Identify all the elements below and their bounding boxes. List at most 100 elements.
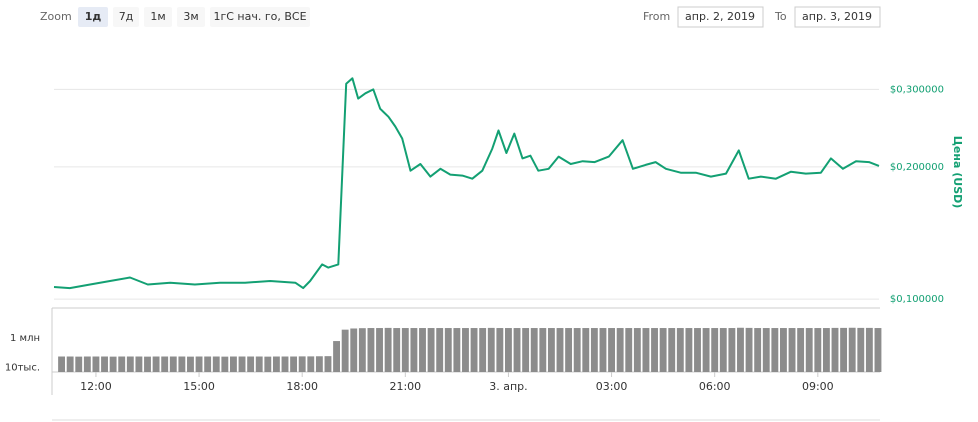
volume-bar <box>797 328 805 372</box>
volume-bar <box>737 327 744 372</box>
volume-bar <box>75 356 83 372</box>
y-tick-label: $0,200000 <box>890 162 944 173</box>
volume-bar <box>762 328 770 372</box>
to-input[interactable]: апр. 3, 2019 <box>802 10 872 23</box>
zoom-button[interactable] <box>210 7 310 27</box>
volume-bar <box>754 328 762 372</box>
volume-bar <box>651 328 658 372</box>
volume-bar <box>874 328 882 372</box>
volume-bar <box>333 341 340 372</box>
volume-bar <box>522 328 530 372</box>
volume-bar <box>118 356 126 372</box>
y-tick-label: 1 млн <box>10 333 40 344</box>
zoom-button-label[interactable]: 1м <box>150 10 165 23</box>
volume-bar <box>599 328 607 372</box>
from-label: From <box>643 10 670 23</box>
y-axis-label: Цена (USD) <box>951 136 964 209</box>
volume-bar <box>745 327 753 372</box>
volume-bar <box>230 356 237 372</box>
volume-bar <box>659 328 667 372</box>
zoom-button[interactable] <box>78 7 108 27</box>
volume-bar <box>814 328 822 372</box>
volume-bar <box>728 328 736 372</box>
x-tick-label: 12:00 <box>80 380 112 393</box>
volume-bar <box>831 327 839 372</box>
volume-bar <box>496 328 504 372</box>
volume-bar <box>272 356 280 372</box>
volume-bar <box>590 328 598 372</box>
volume-bar <box>367 328 375 372</box>
y-tick-label: 10тыс. <box>5 363 40 374</box>
volume-bar <box>848 327 856 372</box>
volume-bar <box>419 328 426 372</box>
volume-bar <box>556 328 564 372</box>
zoom-button[interactable] <box>177 7 205 27</box>
volume-bar <box>358 328 366 372</box>
x-tick-label: 09:00 <box>802 380 834 393</box>
zoom-button[interactable] <box>113 7 139 27</box>
volume-bar <box>92 356 100 372</box>
volume-bar <box>290 356 298 372</box>
volume-bar <box>281 356 289 372</box>
volume-bar <box>427 328 435 372</box>
x-tick-label: 21:00 <box>389 380 421 393</box>
zoom-button-label[interactable]: 1д <box>85 10 102 23</box>
volume-bar <box>144 356 151 372</box>
x-tick-label: 06:00 <box>699 380 731 393</box>
from-input[interactable]: апр. 2, 2019 <box>685 10 755 23</box>
volume-bar <box>694 328 701 372</box>
zoom-button-label[interactable]: 3м <box>183 10 198 23</box>
volume-bar <box>805 328 813 372</box>
volume-bar <box>393 328 401 372</box>
volume-bar <box>582 328 590 372</box>
volume-bar <box>101 356 108 372</box>
volume-bar <box>453 328 461 372</box>
from-input-box[interactable] <box>677 6 764 28</box>
volume-bar <box>341 329 349 372</box>
x-tick-label: 3. апр. <box>489 380 527 393</box>
zoom-button[interactable] <box>144 7 172 27</box>
volume-bar <box>126 356 134 372</box>
volume-bar <box>719 328 727 372</box>
volume-bar <box>530 328 538 372</box>
volume-bar <box>462 328 469 372</box>
volume-bar <box>350 328 358 372</box>
volume-bar <box>410 328 418 372</box>
volume-bar <box>625 328 633 372</box>
to-input-box[interactable] <box>794 6 881 28</box>
zoom-button-label[interactable]: 7д <box>119 10 134 23</box>
volume-bar <box>204 356 212 372</box>
volume-bar <box>479 328 487 372</box>
volume-bar <box>865 327 873 372</box>
volume-bar <box>547 328 555 372</box>
volume-bar <box>178 356 186 372</box>
volume-bar <box>711 328 719 372</box>
volume-bar <box>315 356 323 372</box>
volume-bar <box>840 327 848 372</box>
zoom-label: Zoom <box>40 10 72 23</box>
volume-bar <box>616 328 624 372</box>
x-tick-label: 03:00 <box>596 380 628 393</box>
volume-bar <box>376 328 383 372</box>
volume-bar <box>539 328 547 372</box>
volume-bar <box>642 328 650 372</box>
volume-bar <box>298 356 306 372</box>
volume-bar <box>221 356 229 372</box>
volume-bar <box>436 328 444 372</box>
volume-bar <box>169 356 177 372</box>
volume-bar <box>109 356 117 372</box>
zoom-button-label[interactable]: 1гС нач. го, ВСЕ <box>213 10 306 23</box>
volume-bar <box>470 328 478 372</box>
volume-bar <box>66 356 74 372</box>
volume-bar <box>565 328 573 372</box>
volume-bar <box>161 356 169 372</box>
volume-bar <box>58 356 65 372</box>
volume-bar <box>152 356 160 372</box>
to-label: To <box>774 10 787 23</box>
volume-bar <box>83 356 91 372</box>
volume-bar <box>685 328 693 372</box>
volume-bar <box>195 356 203 372</box>
volume-bar <box>771 328 779 372</box>
volume-bar <box>788 328 796 372</box>
